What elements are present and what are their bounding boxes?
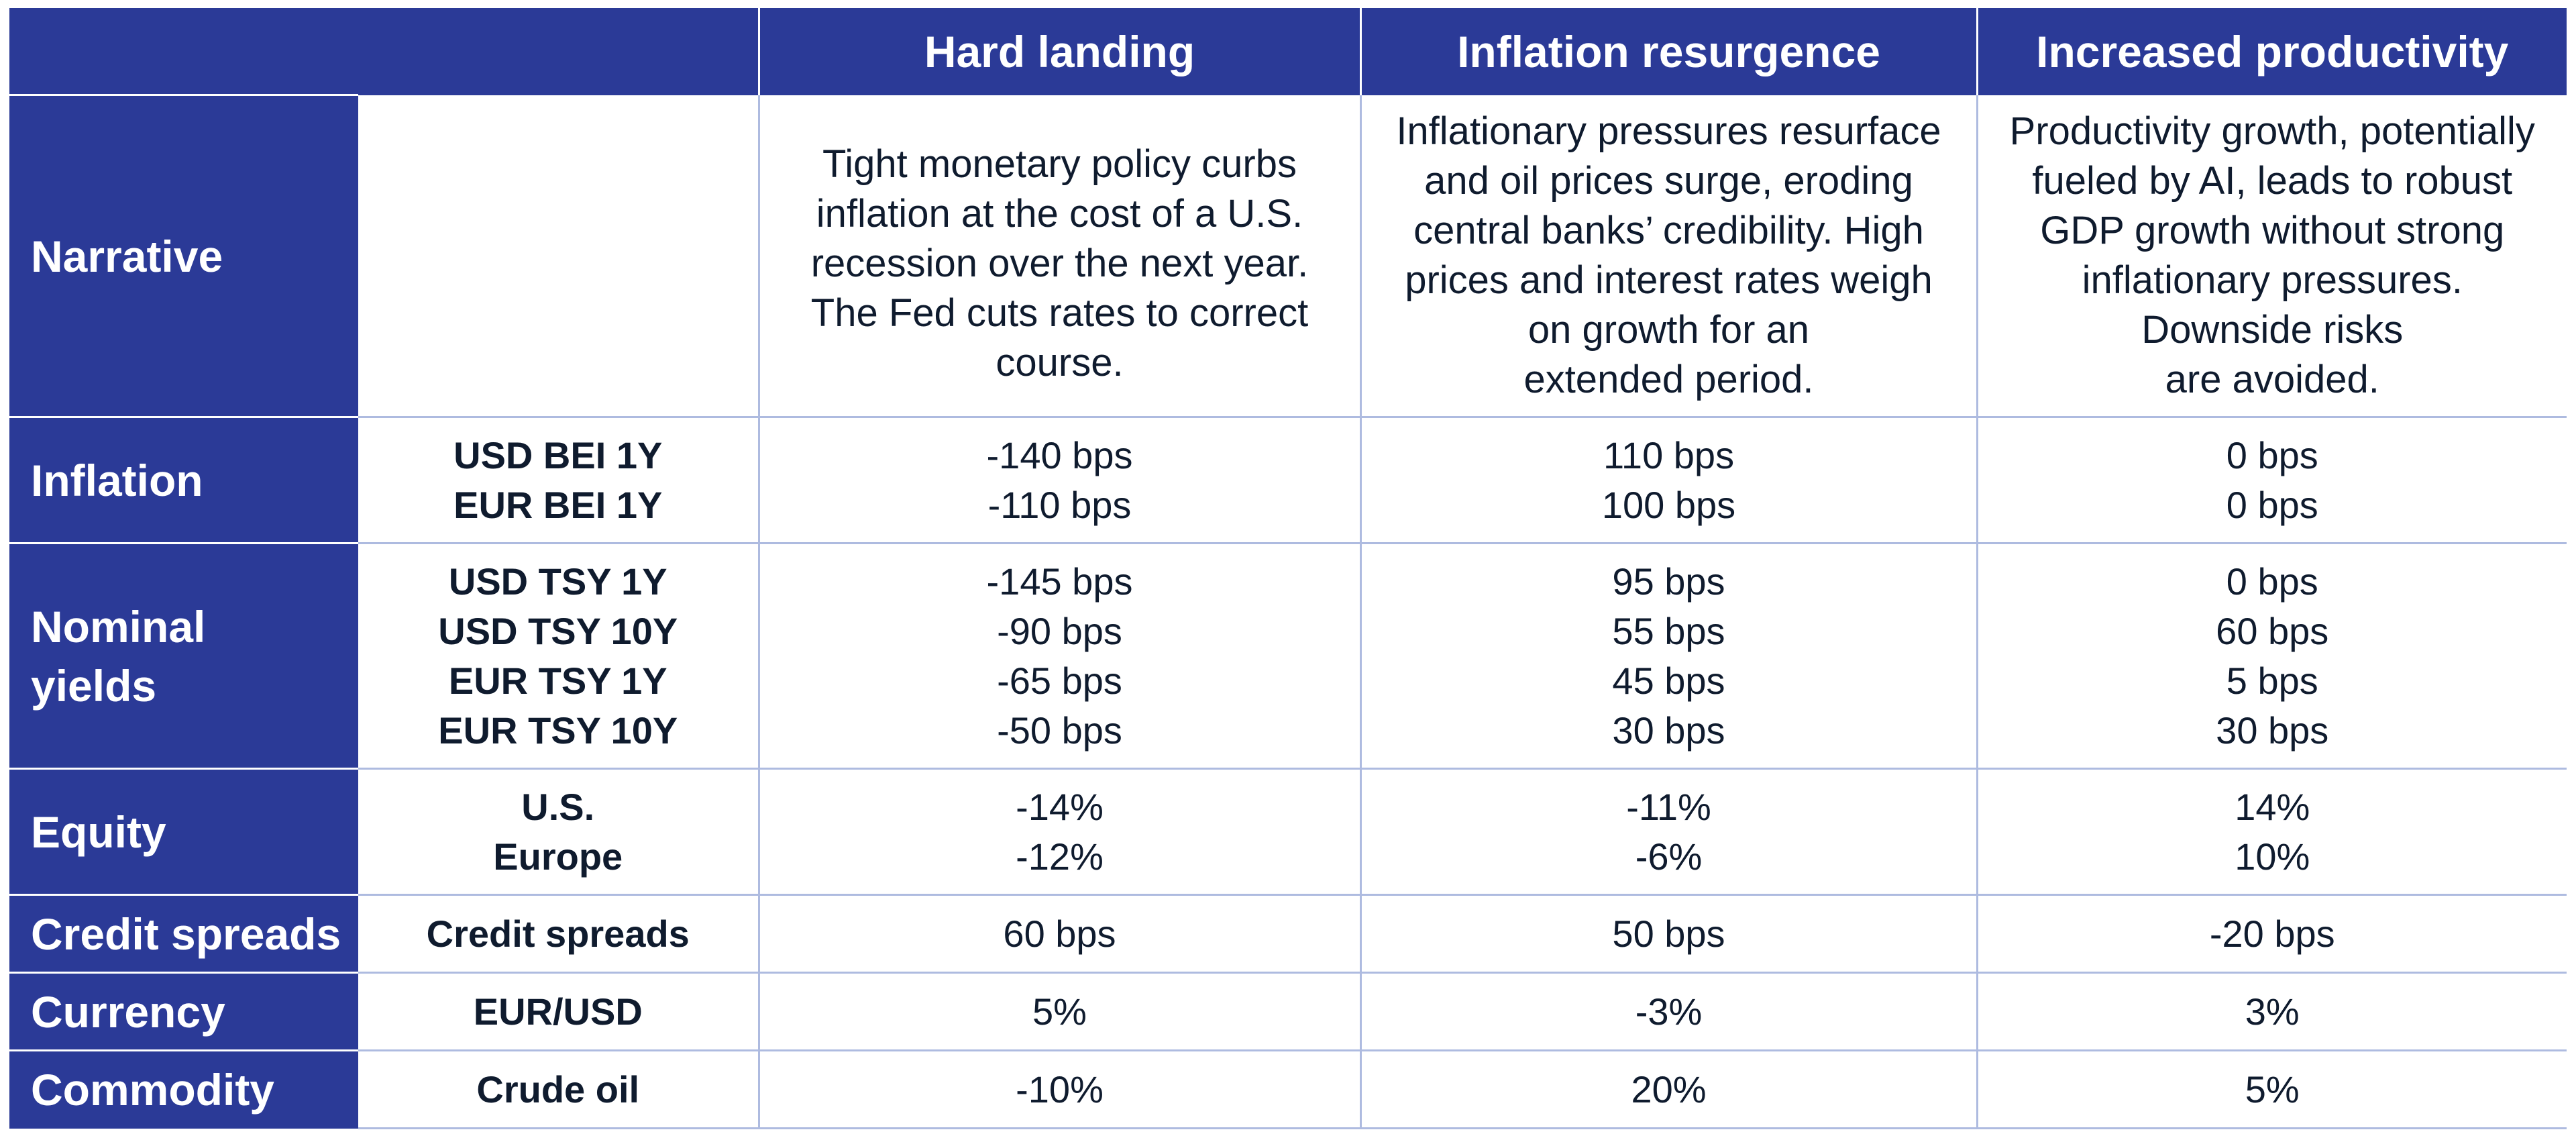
value-cell-inflation-resurgence: -11% -6% [1359, 768, 1977, 896]
category-narrative: Narrative [9, 94, 358, 417]
value: -12% [1016, 835, 1104, 878]
value: 30 bps [1612, 709, 1725, 752]
row-label: Credit spreads [358, 894, 759, 974]
header-hard-landing: Hard landing [757, 8, 1360, 95]
value: 0 bps [2226, 483, 2318, 526]
value: -65 bps [997, 659, 1122, 702]
row-label: Europe [493, 835, 623, 878]
value-cell-increased-productivity: 5% [1976, 1050, 2567, 1129]
value: 45 bps [1612, 659, 1725, 702]
row-label: USD BEI 1Y [453, 433, 663, 476]
row-narrative: Narrative Tight monetary policy curbs in… [9, 94, 2567, 418]
category-line: yields [31, 660, 157, 711]
row-label: EUR/USD [358, 972, 759, 1051]
value: 0 bps [2226, 433, 2318, 476]
narrative-line: inflationary pressures. [2082, 258, 2463, 302]
value-cell-hard-landing: 60 bps [757, 894, 1360, 974]
narrative-line: and oil prices surge, eroding [1424, 158, 1913, 203]
narrative-line: Inflationary pressures resurface [1396, 109, 1941, 153]
value-cell-increased-productivity: -20 bps [1976, 894, 2567, 974]
label-cell-empty [358, 95, 759, 418]
header-increased-productivity: Increased productivity [1976, 8, 2567, 95]
narrative-line: are avoided. [2165, 357, 2379, 401]
value: -145 bps [986, 560, 1133, 603]
narrative-line: prices and interest rates weigh [1405, 258, 1933, 302]
value: -90 bps [997, 609, 1122, 652]
value-cell-increased-productivity: 3% [1976, 972, 2567, 1051]
row-currency: Currency EUR/USD 5% -3% 3% [9, 972, 2567, 1051]
value-cell-inflation-resurgence: 20% [1359, 1050, 1977, 1129]
row-label: USD TSY 1Y [448, 560, 667, 603]
narrative-line: central banks’ credibility. High [1413, 208, 1924, 252]
narrative-line: inflation at the cost of a U.S. [816, 191, 1303, 236]
value: 55 bps [1612, 609, 1725, 652]
narrative-line: course. [996, 340, 1124, 384]
narrative-line: GDP growth without strong [2040, 208, 2505, 252]
row-label: EUR BEI 1Y [453, 483, 663, 526]
row-commodity: Commodity Crude oil -10% 20% 5% [9, 1049, 2567, 1129]
category-currency: Currency [9, 972, 358, 1051]
value-cell-increased-productivity: 0 bps 60 bps 5 bps 30 bps [1976, 543, 2567, 770]
value-cell-inflation-resurgence: 110 bps 100 bps [1359, 417, 1977, 544]
header-blank-cell [9, 8, 759, 95]
scenario-table: Hard landing Inflation resurgence Increa… [9, 8, 2567, 1129]
row-label: EUR TSY 1Y [448, 659, 667, 702]
label-cell: USD TSY 1Y USD TSY 10Y EUR TSY 1Y EUR TS… [358, 543, 759, 770]
category-commodity: Commodity [9, 1049, 358, 1129]
category-credit-spreads: Credit spreads [9, 894, 358, 973]
narrative-hard-landing: Tight monetary policy curbs inflation at… [757, 95, 1360, 418]
narrative-increased-productivity: Productivity growth, potentially fueled … [1976, 95, 2567, 418]
value: -140 bps [986, 433, 1133, 476]
row-label: EUR TSY 10Y [438, 709, 678, 752]
value-cell-hard-landing: -140 bps -110 bps [757, 417, 1360, 544]
value-cell-hard-landing: 5% [757, 972, 1360, 1051]
header-inflation-resurgence: Inflation resurgence [1359, 8, 1977, 95]
value: -14% [1016, 785, 1104, 828]
value: 5 bps [2226, 659, 2318, 702]
narrative-inflation-resurgence: Inflationary pressures resurface and oil… [1359, 95, 1977, 418]
narrative-line: recession over the next year. [810, 241, 1309, 285]
narrative-line: The Fed cuts rates to correct [810, 291, 1309, 335]
category-equity: Equity [9, 768, 358, 895]
narrative-line: Productivity growth, potentially [2009, 109, 2535, 153]
row-inflation: Inflation USD BEI 1Y EUR BEI 1Y -140 bps… [9, 416, 2567, 544]
value-cell-inflation-resurgence: 95 bps 55 bps 45 bps 30 bps [1359, 543, 1977, 770]
value: 95 bps [1612, 560, 1725, 603]
category-inflation: Inflation [9, 416, 358, 544]
value: -50 bps [997, 709, 1122, 752]
value: 30 bps [2216, 709, 2329, 752]
value: 100 bps [1601, 483, 1736, 526]
row-credit-spreads: Credit spreads Credit spreads 60 bps 50 … [9, 894, 2567, 974]
category-nominal-yields: Nominal yields [9, 542, 358, 769]
value-cell-increased-productivity: 0 bps 0 bps [1976, 417, 2567, 544]
narrative-line: Downside risks [2141, 307, 2404, 352]
value-cell-increased-productivity: 14% 10% [1976, 768, 2567, 896]
header-row: Hard landing Inflation resurgence Increa… [9, 8, 2567, 95]
value: 10% [2235, 835, 2310, 878]
label-cell: USD BEI 1Y EUR BEI 1Y [358, 417, 759, 544]
row-nominal-yields: Nominal yields USD TSY 1Y USD TSY 10Y EU… [9, 542, 2567, 770]
narrative-line: Tight monetary policy curbs [822, 142, 1297, 186]
value: 0 bps [2226, 560, 2318, 603]
category-line: Nominal [31, 601, 206, 652]
value-cell-inflation-resurgence: -3% [1359, 972, 1977, 1051]
row-label: Crude oil [358, 1050, 759, 1129]
value-cell-hard-landing: -145 bps -90 bps -65 bps -50 bps [757, 543, 1360, 770]
label-cell: U.S. Europe [358, 768, 759, 896]
value-cell-hard-landing: -10% [757, 1050, 1360, 1129]
value: 110 bps [1603, 433, 1735, 476]
value: 14% [2235, 785, 2310, 828]
row-equity: Equity U.S. Europe -14% -12% -11% -6% 14… [9, 768, 2567, 896]
row-label: U.S. [521, 785, 595, 828]
row-label: USD TSY 10Y [438, 609, 678, 652]
value: 60 bps [2216, 609, 2329, 652]
value: -6% [1635, 835, 1703, 878]
narrative-line: fueled by AI, leads to robust [2032, 158, 2513, 203]
value-cell-inflation-resurgence: 50 bps [1359, 894, 1977, 974]
value-cell-hard-landing: -14% -12% [757, 768, 1360, 896]
value: -110 bps [987, 483, 1132, 526]
narrative-line: extended period. [1523, 357, 1814, 401]
narrative-line: on growth for an [1527, 307, 1810, 352]
value: -11% [1626, 785, 1711, 828]
